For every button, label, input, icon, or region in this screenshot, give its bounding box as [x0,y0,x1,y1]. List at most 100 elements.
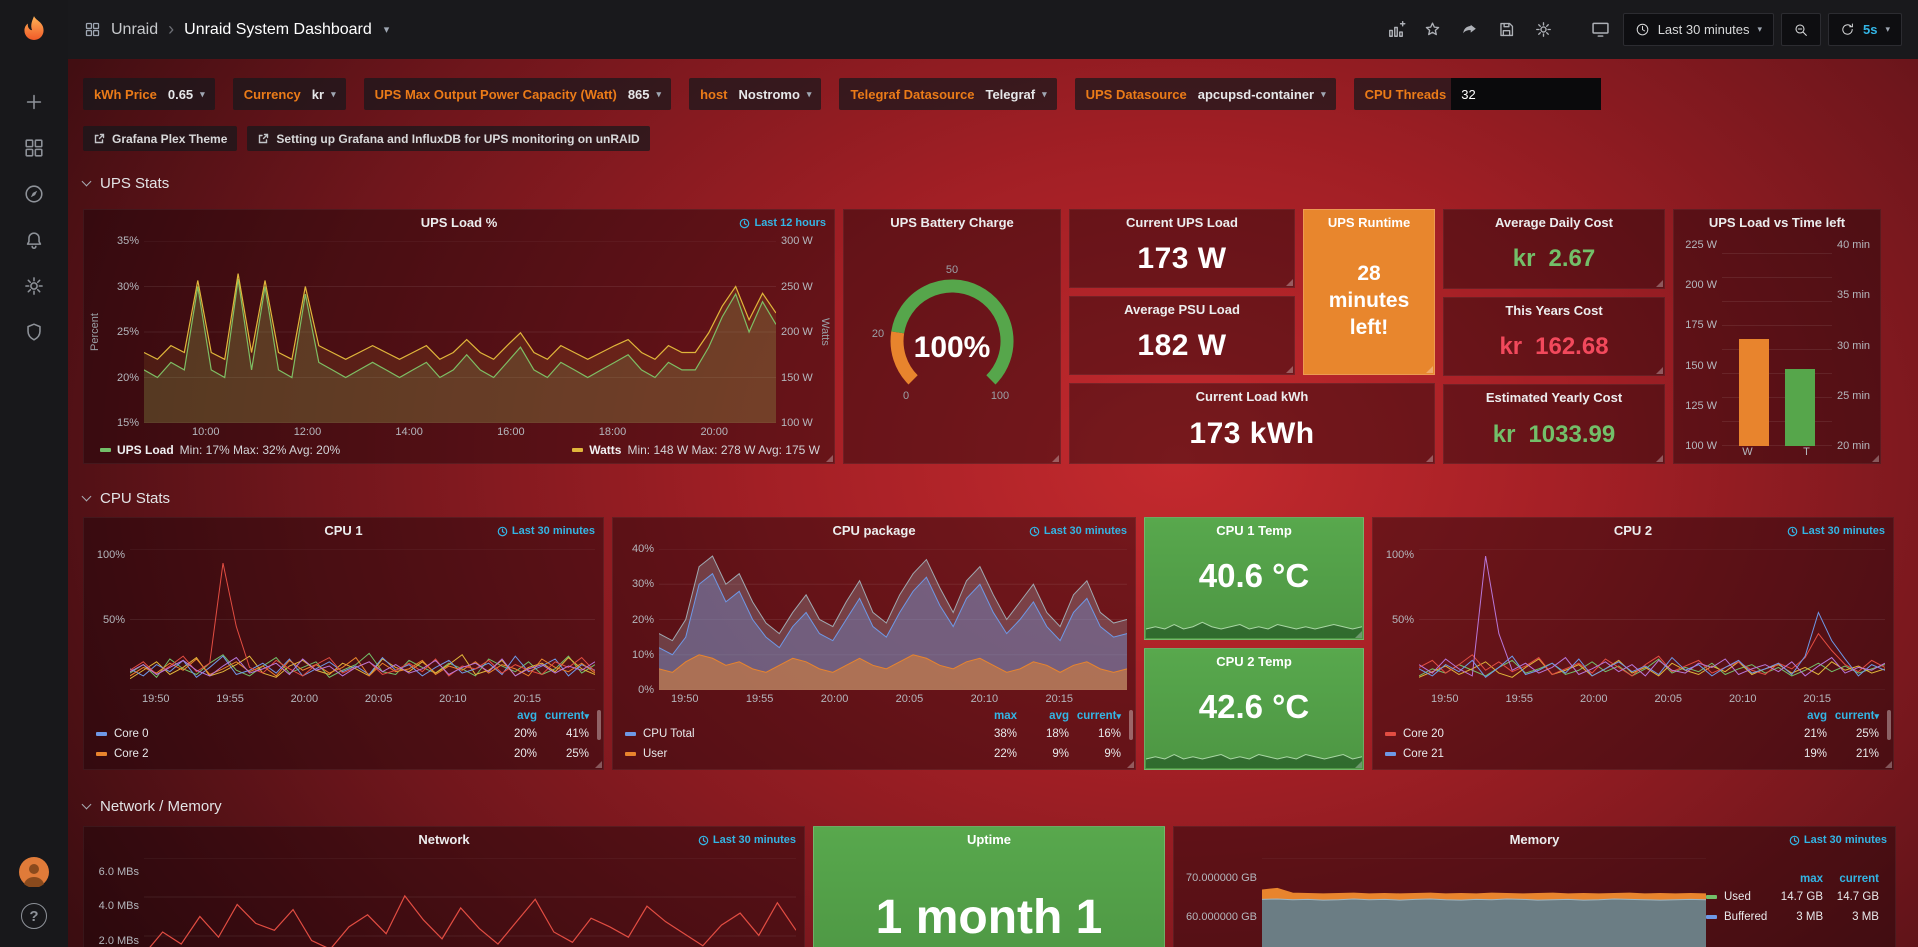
legend-series-core20[interactable]: Core 20 21% 25% [1385,724,1879,744]
panel-title[interactable]: CPU 2 Temp [1216,653,1292,669]
grafana-flame-icon [24,16,44,41]
panel-network-graph: Network Last 30 minutes 6.0 MBs 4.0 MBs … [83,826,805,947]
add-panel-button[interactable] [1381,14,1411,46]
legend-col-max[interactable]: max [1799,872,1823,885]
cycle-view-mode-button[interactable] [1585,14,1616,46]
refresh-picker[interactable]: 5s ▾ [1828,13,1902,46]
dashboard-dropdown-caret[interactable]: ▾ [383,24,390,36]
legend-series-core21[interactable]: Core 21 19% 21% [1385,744,1879,764]
legend-col-avg[interactable]: avg [517,709,537,722]
legend-col-current[interactable]: current▾ [1076,709,1121,722]
svg-text:50: 50 [946,264,958,276]
legend-series-ups-load[interactable]: UPS Load Min: 17% Max: 32% Avg: 20% [100,443,340,457]
add-panel-icon [1388,20,1406,37]
legend-series-user[interactable]: User 22% 9% 9% [625,744,1121,764]
sidebar-configuration-button[interactable] [13,268,55,304]
legend-scrollbar[interactable] [1887,710,1891,740]
legend-series-buffered[interactable]: Buffered 3 MB 3 MB [1706,907,1879,927]
share-dashboard-button[interactable] [1455,14,1485,46]
link-grafana-plex-theme[interactable]: Grafana Plex Theme [83,126,238,151]
user-avatar[interactable] [19,857,49,887]
legend-series-cpu-total[interactable]: CPU Total 38% 18% 16% [625,724,1121,744]
legend-scrollbar[interactable] [1129,710,1133,740]
dashboard-settings-button[interactable] [1529,14,1559,46]
variable-telegraf-datasource[interactable]: Telegraf Datasource Telegraf ▾ [839,78,1057,110]
star-dashboard-button[interactable] [1418,14,1448,46]
sidebar-dashboards-button[interactable] [13,130,55,166]
legend-series-used[interactable]: Used 14.7 GB 14.7 GB [1706,887,1879,907]
panel-title[interactable]: CPU package [832,523,916,538]
breadcrumb-dashboard-title[interactable]: Unraid System Dashboard [184,20,372,38]
panel-title[interactable]: CPU 1 [324,523,363,538]
panel-time-badge: Last 12 hours [739,217,826,229]
legend-series-core2[interactable]: Core 2 20% 25% [96,744,589,764]
variable-label: host [700,86,728,102]
grafana-logo[interactable] [0,0,68,62]
zoom-out-button[interactable] [1781,13,1821,46]
sidebar-explore-button[interactable] [13,176,55,212]
variable-kwh-price[interactable]: kWh Price 0.65 ▾ [83,78,215,110]
variable-label: Telegraf Datasource [850,86,975,102]
variable-ups-datasource[interactable]: UPS Datasource apcupsd-container ▾ [1074,78,1336,110]
legend-scrollbar[interactable] [597,710,601,740]
panel-title[interactable]: This Years Cost [1505,302,1603,318]
link-label: Grafana Plex Theme [112,131,228,146]
breadcrumb: Unraid › Unraid System Dashboard ▾ [84,19,389,40]
cpu2-temp-sparkline [1146,732,1362,768]
section-ups-stats[interactable]: UPS Stats [81,171,1902,195]
stat-value: 40.6 °C [1198,557,1310,594]
panel-title[interactable]: Network [418,832,470,847]
panel-title[interactable]: UPS Battery Charge [890,215,1014,230]
sidebar-admin-button[interactable] [13,314,55,350]
legend-col-current[interactable]: current▾ [544,709,589,722]
section-cpu-stats[interactable]: CPU Stats [81,486,1902,510]
gear-icon [25,277,43,295]
time-range-picker[interactable]: Last 30 minutes ▾ [1622,13,1774,46]
help-button[interactable]: ? [21,903,47,929]
panel-title[interactable]: Average PSU Load [1124,302,1240,317]
section-network-memory[interactable]: Network / Memory [81,794,1902,818]
ups-load-chart [144,241,776,423]
sidebar-alerting-button[interactable] [13,222,55,258]
legend-series-core0[interactable]: Core 0 20% 41% [96,724,589,744]
y-axis-left: 6.0 MBs 4.0 MBs 2.0 MBs [98,866,139,947]
clock-icon [740,218,750,228]
panel-this-years-cost: This Years Cost kr 162.68 [1443,296,1665,377]
template-variables-row: kWh Price 0.65 ▾ Currency kr ▾ UPS Max Out… [83,78,1902,110]
panel-title[interactable]: UPS Load vs Time left [1708,215,1846,230]
panel-title[interactable]: CPU 1 Temp [1216,523,1292,538]
gauge-value: 100% [913,331,991,364]
graph-legend-table: max avg current▾ CPU Total 38% 18% 16% U… [613,707,1135,769]
legend-col-current[interactable]: current [1839,872,1879,885]
legend-series-watts[interactable]: Watts Min: 148 W Max: 278 W Avg: 175 W [572,443,820,457]
panel-title[interactable]: Uptime [966,832,1012,847]
graph-legend-table: avg current▾ Core 0 20% 41% Core 2 20% 2… [84,707,603,769]
panel-title[interactable]: Estimated Yearly Cost [1485,390,1623,406]
legend-col-current[interactable]: current▾ [1834,709,1879,722]
panel-title[interactable]: Current Load kWh [1195,389,1309,404]
legend-col-max[interactable]: max [993,709,1017,722]
chevron-down-icon [81,176,92,186]
sidebar-create-button[interactable] [13,84,55,120]
legend-color-swatch [572,447,584,452]
breadcrumb-folder[interactable]: Unraid [111,20,159,38]
cpu-threads-input[interactable] [1451,78,1602,110]
panel-time-badge: Last 30 minutes [497,525,595,537]
legend-col-avg[interactable]: avg [1049,709,1069,722]
panel-ups-load-graph: UPS Load % Last 12 hours Percent 35% 30%… [83,209,835,464]
panel-title[interactable]: Memory [1509,832,1560,847]
link-ups-monitoring-guide[interactable]: Setting up Grafana and InfluxDB for UPS … [247,126,650,151]
variable-currency[interactable]: Currency kr ▾ [232,78,346,110]
panel-title[interactable]: UPS Runtime [1327,215,1411,230]
panel-title[interactable]: Current UPS Load [1126,215,1238,230]
panel-title[interactable]: UPS Load % [420,215,498,230]
variable-host[interactable]: host Nostromo ▾ [689,78,822,110]
panel-title[interactable]: CPU 2 [1613,523,1653,538]
bar-time-left [1785,369,1816,446]
panel-ups-battery-charge: UPS Battery Charge 0 20 50 100 100% [843,209,1061,464]
save-dashboard-button[interactable] [1492,14,1522,46]
panel-title[interactable]: Average Daily Cost [1494,215,1613,230]
variable-ups-max-output[interactable]: UPS Max Output Power Capacity (Watt) 865… [363,78,672,110]
legend-col-avg[interactable]: avg [1807,709,1827,722]
network-chart [144,858,796,947]
